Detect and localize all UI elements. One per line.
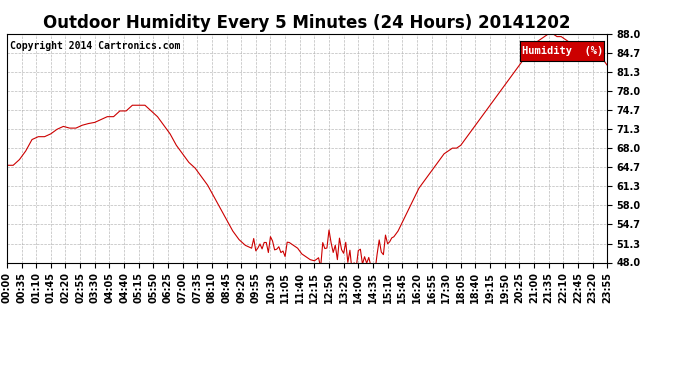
Title: Outdoor Humidity Every 5 Minutes (24 Hours) 20141202: Outdoor Humidity Every 5 Minutes (24 Hou…: [43, 14, 571, 32]
Text: Copyright 2014 Cartronics.com: Copyright 2014 Cartronics.com: [10, 40, 180, 51]
